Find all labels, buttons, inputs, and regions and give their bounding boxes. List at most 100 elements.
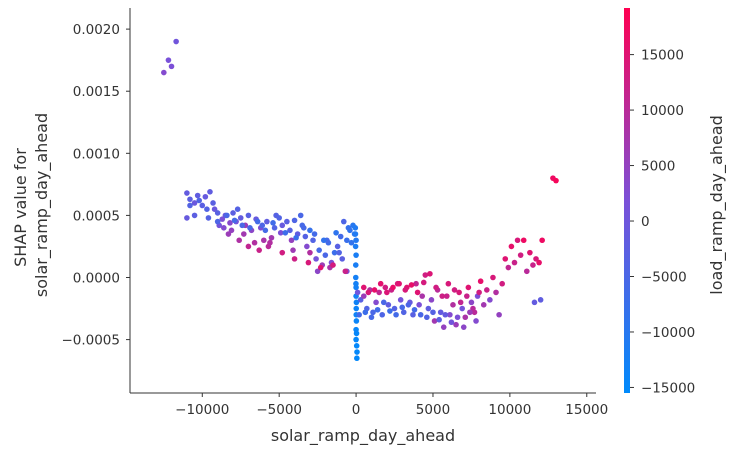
data-point — [444, 293, 450, 299]
data-point — [493, 289, 499, 296]
data-point — [454, 314, 461, 321]
x-tick-label: −10000 — [175, 402, 229, 418]
data-point — [422, 272, 429, 278]
data-point — [353, 326, 359, 333]
data-point — [447, 311, 453, 318]
data-point — [370, 309, 376, 316]
data-point — [270, 220, 276, 226]
data-point — [317, 264, 324, 271]
data-point — [290, 247, 296, 253]
data-point — [342, 268, 349, 275]
data-point — [445, 280, 452, 287]
data-point — [390, 284, 396, 291]
data-point — [442, 311, 449, 318]
data-point — [311, 231, 318, 237]
data-point — [161, 69, 167, 76]
data-point — [523, 268, 530, 275]
data-point — [245, 243, 252, 250]
y-tick-label: 0.0000 — [73, 271, 120, 287]
data-point — [225, 231, 232, 237]
data-point — [352, 243, 359, 250]
data-point — [387, 308, 393, 314]
data-point — [344, 237, 350, 244]
data-point — [417, 311, 424, 318]
data-point — [439, 293, 446, 299]
colorbar-ticks: −15000 −10000 −5000 0 5000 10000 15000 — [630, 48, 695, 396]
data-point — [427, 270, 433, 277]
y-axis-label-line-2: solar_ramp_day_ahead — [32, 113, 52, 297]
data-point — [465, 284, 472, 291]
data-point — [204, 206, 210, 212]
data-point — [302, 233, 309, 240]
data-point — [202, 193, 209, 200]
y-tick-label: 0.0005 — [73, 208, 120, 224]
y-tick-label: 0.0015 — [73, 84, 120, 100]
data-point — [336, 249, 342, 256]
data-point — [256, 247, 262, 253]
data-point — [241, 231, 247, 237]
colorbar-tick-label: −5000 — [641, 270, 687, 286]
data-point — [277, 229, 284, 236]
data-point — [505, 264, 512, 271]
data-point — [353, 318, 360, 324]
data-point — [362, 309, 369, 316]
data-point — [480, 302, 487, 308]
data-point — [205, 215, 212, 221]
data-point — [322, 252, 329, 258]
y-tick-label: −0.0005 — [61, 333, 120, 349]
data-point — [537, 297, 544, 303]
data-point — [428, 297, 435, 303]
x-tick-label: 5000 — [416, 402, 450, 418]
data-point — [305, 259, 312, 266]
data-point — [353, 299, 360, 306]
data-point — [536, 259, 542, 266]
data-point — [425, 305, 432, 312]
x-tick-label: 15000 — [565, 402, 608, 418]
data-point — [431, 318, 438, 324]
data-point — [393, 311, 399, 318]
data-point — [539, 237, 545, 244]
data-point — [224, 212, 230, 219]
data-point — [207, 189, 213, 195]
data-point — [462, 314, 469, 321]
data-point — [487, 297, 493, 303]
data-point — [416, 302, 422, 308]
x-tick-label: 0 — [352, 402, 361, 418]
data-point — [530, 262, 536, 268]
data-point — [533, 256, 539, 262]
data-point — [353, 237, 359, 244]
data-point — [221, 225, 227, 231]
data-point — [214, 210, 221, 216]
data-point — [360, 284, 367, 291]
y-tick-label: 0.0020 — [73, 22, 120, 38]
data-point — [373, 299, 379, 306]
data-point — [353, 343, 360, 349]
plot-area: −10000 −5000 0 5000 10000 15000 −0.0005 0.0000… — [61, 8, 608, 418]
data-point — [451, 287, 458, 293]
y-axis-label: SHAP value for solar_ramp_day_ahead — [11, 113, 52, 297]
data-point — [433, 284, 439, 291]
data-point — [464, 293, 470, 299]
data-point — [267, 239, 273, 246]
data-point — [477, 278, 484, 285]
data-point — [517, 252, 524, 258]
data-point — [320, 237, 327, 244]
data-point — [168, 63, 175, 70]
colorbar-tick-label: 0 — [641, 214, 650, 230]
data-point — [396, 280, 402, 287]
data-point — [187, 202, 193, 209]
data-point — [424, 314, 430, 321]
data-point — [353, 252, 359, 258]
data-point — [400, 309, 407, 316]
data-point — [313, 256, 319, 262]
data-point — [376, 289, 382, 296]
data-point — [259, 222, 266, 229]
data-point — [345, 225, 352, 231]
data-point — [397, 297, 404, 303]
data-point — [405, 302, 412, 308]
data-point — [279, 222, 286, 229]
data-point — [307, 249, 313, 256]
data-point — [499, 280, 505, 287]
data-point — [348, 239, 355, 246]
data-point — [391, 305, 398, 312]
